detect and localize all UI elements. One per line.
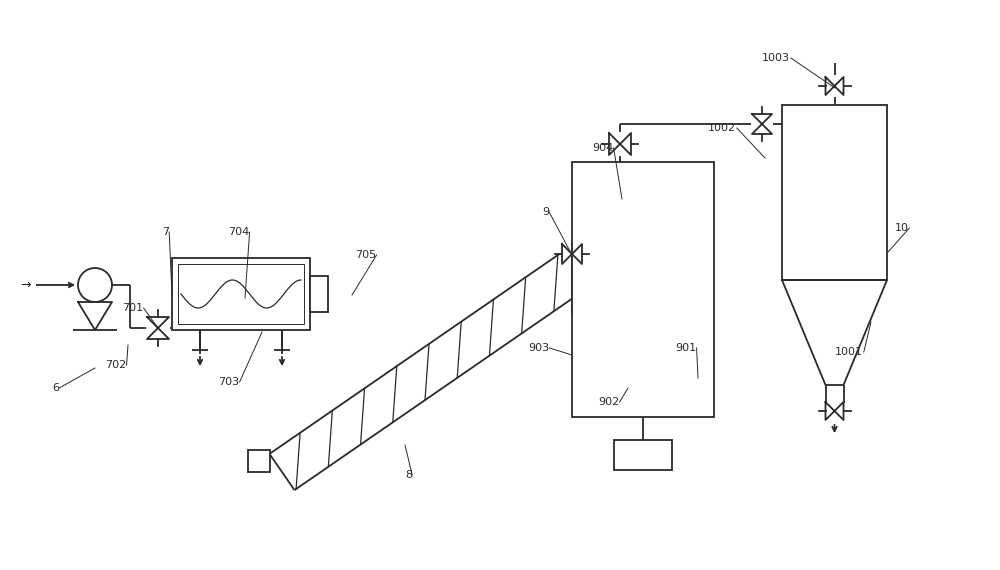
Text: 903: 903 — [528, 343, 549, 353]
Text: 902: 902 — [598, 397, 619, 407]
Polygon shape — [826, 402, 844, 420]
Text: 1001: 1001 — [835, 347, 863, 357]
Text: 8: 8 — [405, 470, 412, 480]
Polygon shape — [609, 133, 631, 155]
Polygon shape — [562, 244, 582, 264]
Bar — [172, 258, 310, 330]
Text: 704: 704 — [228, 227, 249, 237]
Text: 901: 901 — [675, 343, 696, 353]
Text: 1003: 1003 — [762, 53, 790, 63]
Polygon shape — [147, 317, 169, 339]
Text: 701: 701 — [122, 303, 143, 313]
Bar — [614, 440, 672, 470]
Text: →: → — [21, 279, 31, 291]
Polygon shape — [752, 114, 772, 134]
Bar — [782, 105, 887, 280]
Text: 9: 9 — [542, 207, 549, 217]
Polygon shape — [826, 77, 844, 95]
Text: 10: 10 — [895, 223, 909, 233]
Bar — [248, 450, 270, 472]
Text: 702: 702 — [105, 360, 126, 370]
Bar — [310, 276, 328, 312]
Bar — [178, 264, 304, 324]
Text: 7: 7 — [162, 227, 169, 237]
Text: 6: 6 — [52, 383, 59, 393]
Text: 904: 904 — [592, 143, 613, 153]
Text: 703: 703 — [218, 377, 239, 387]
Text: 705: 705 — [355, 250, 376, 260]
Text: 1002: 1002 — [708, 123, 736, 133]
Bar — [572, 162, 714, 417]
Polygon shape — [782, 280, 887, 385]
